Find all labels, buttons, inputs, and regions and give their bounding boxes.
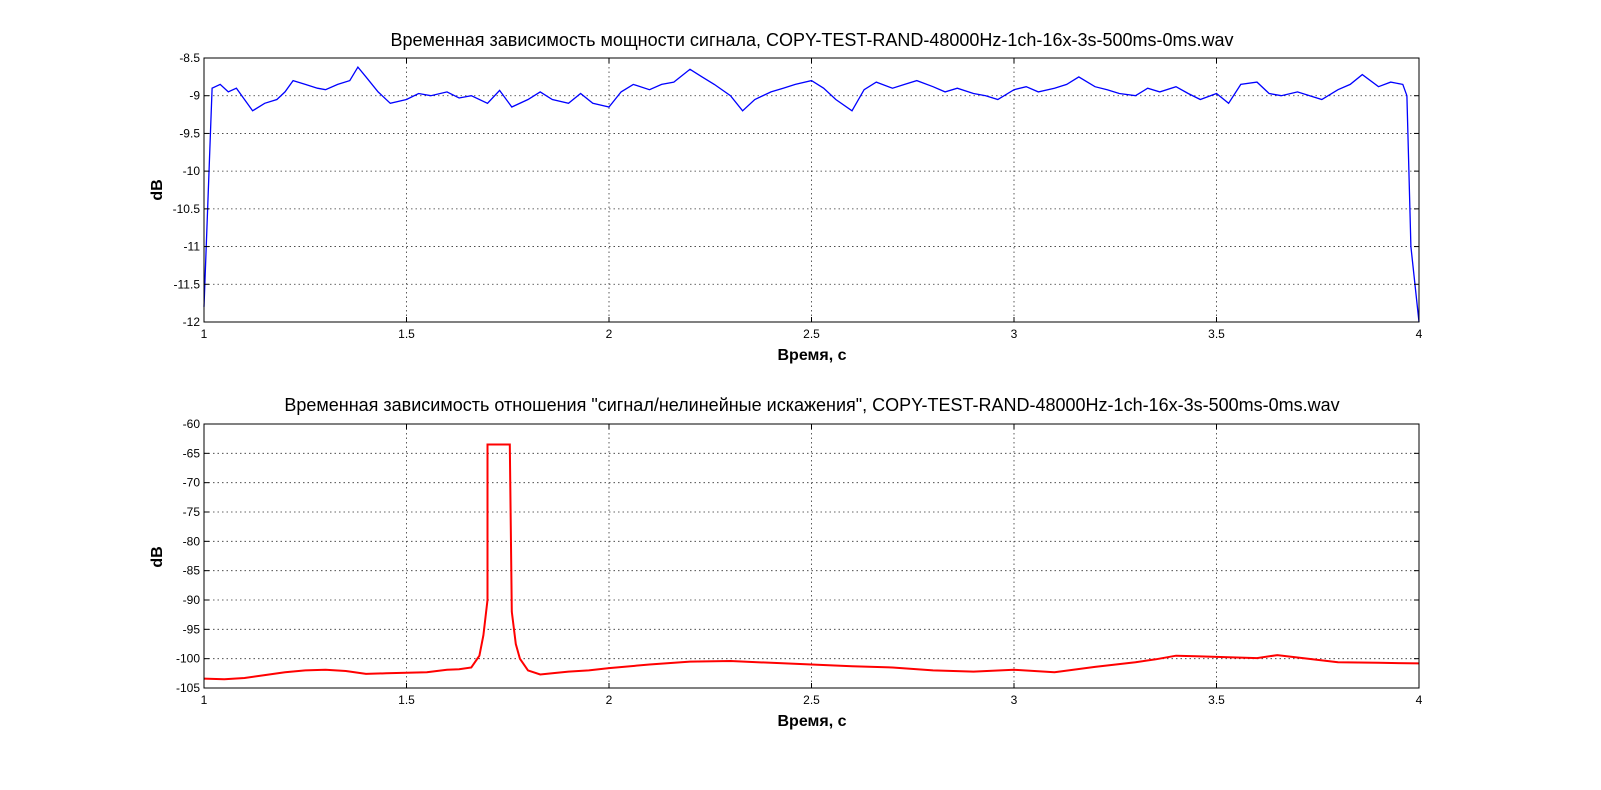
y-tick-label: -70 — [183, 476, 201, 490]
power-chart: Временная зависимость мощности сигнала, … — [149, 30, 1423, 364]
y-tick-label: -75 — [183, 505, 201, 519]
snr-chart-xticks: 1 1.5 2 2.5 3 3.5 4 — [201, 424, 1423, 707]
power-chart-ylabel: dB — [149, 179, 166, 200]
x-tick-label: 1 — [201, 693, 208, 707]
y-tick-label: -85 — [183, 564, 201, 578]
y-tick-label: -105 — [176, 681, 200, 695]
x-tick-label: 3 — [1011, 327, 1018, 341]
y-tick-label: -90 — [183, 593, 201, 607]
y-tick-label: -9.5 — [179, 126, 200, 140]
power-series-line — [203, 65, 1420, 323]
snr-chart-xlabel: Время, с — [778, 713, 847, 730]
y-tick-label: -95 — [183, 622, 201, 636]
x-tick-label: 4 — [1416, 327, 1423, 341]
x-tick-label: 3.5 — [1208, 693, 1225, 707]
x-tick-label: 2 — [606, 327, 613, 341]
y-tick-label: -8.5 — [179, 51, 200, 65]
x-tick-label: 1.5 — [398, 327, 415, 341]
y-tick-label: -60 — [183, 417, 201, 431]
y-tick-label: -11.5 — [174, 277, 201, 291]
snr-series-line — [203, 443, 1420, 681]
x-tick-label: 4 — [1416, 693, 1423, 707]
x-tick-label: 1 — [201, 327, 208, 341]
snr-chart-ylabel: dB — [149, 546, 166, 567]
y-tick-label: -80 — [183, 534, 201, 548]
x-tick-label: 2.5 — [803, 693, 820, 707]
y-tick-label: -65 — [183, 446, 201, 460]
y-tick-label: -100 — [176, 652, 200, 666]
y-tick-label: -10 — [183, 164, 201, 178]
x-tick-label: 3 — [1011, 693, 1018, 707]
snr-chart: Временная зависимость отношения "сигнал/… — [149, 395, 1423, 730]
x-tick-label: 2.5 — [803, 327, 820, 341]
y-tick-label: -11 — [184, 240, 201, 254]
y-tick-label: -12 — [183, 315, 201, 329]
power-chart-yticks: -12 -11.5 -11 -10.5 -10 -9.5 -9 -8.5 — [173, 51, 1419, 329]
x-tick-label: 3.5 — [1208, 327, 1225, 341]
power-chart-xticks: 1 1.5 2 2.5 3 3.5 4 — [201, 58, 1423, 341]
x-tick-label: 1.5 — [398, 693, 415, 707]
y-tick-label: -10.5 — [173, 202, 201, 216]
snr-chart-yticks: -105 -100 -95 -90 -85 -80 -75 -70 -65 -60 — [176, 417, 1419, 695]
snr-chart-grid — [204, 424, 1419, 688]
snr-chart-title: Временная зависимость отношения "сигнал/… — [284, 395, 1339, 415]
x-tick-label: 2 — [606, 693, 613, 707]
y-tick-label: -9 — [189, 89, 200, 103]
power-chart-xlabel: Время, с — [778, 347, 847, 364]
power-chart-grid — [204, 58, 1419, 322]
power-chart-title: Временная зависимость мощности сигнала, … — [390, 30, 1233, 50]
